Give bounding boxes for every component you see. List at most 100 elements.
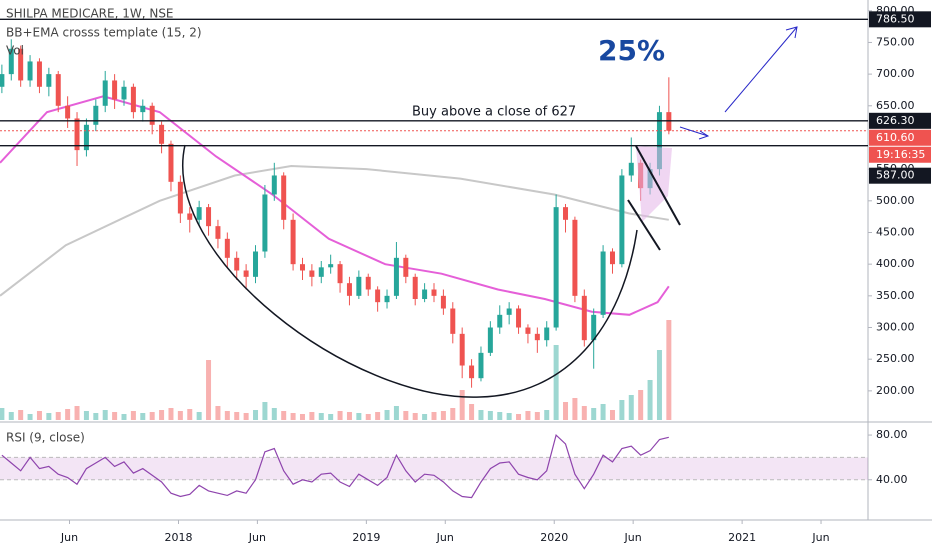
candle-body <box>431 289 437 296</box>
candle-body <box>553 207 559 328</box>
level-label: 786.50 <box>876 12 915 25</box>
volume-bar <box>337 411 343 420</box>
target-arrow <box>724 26 798 113</box>
candle-body <box>337 264 343 284</box>
level-label-box <box>869 167 931 184</box>
candle-body <box>356 276 362 296</box>
volume-bar <box>478 410 484 420</box>
volume-bar <box>525 411 531 420</box>
y-tick-label: 350.00 <box>876 289 915 302</box>
volume-bar <box>299 414 305 420</box>
volume-bar <box>243 413 249 420</box>
volume-bar <box>234 412 240 420</box>
volume-bar <box>375 412 381 420</box>
volume-bar <box>93 413 99 420</box>
level-label-box <box>869 129 931 146</box>
volume-bar <box>74 406 80 420</box>
candle-body <box>422 289 428 300</box>
x-tick-label: 2019 <box>352 531 380 544</box>
candle-body <box>365 276 371 290</box>
volume-bar <box>168 408 174 420</box>
x-tick-label: 2020 <box>540 531 568 544</box>
candle-body <box>516 308 522 328</box>
level-label: 610.60 <box>876 131 915 144</box>
volume-bar <box>149 412 155 420</box>
chart-title: SHILPA MEDICARE, 1W, NSE <box>6 7 174 21</box>
volume-bar <box>506 413 512 420</box>
candle-body <box>581 295 587 341</box>
candle-body <box>55 74 61 106</box>
candle-body <box>506 308 512 315</box>
volume-bar <box>177 411 183 420</box>
candle-body <box>18 48 24 81</box>
y-tick-label: 500.00 <box>876 194 915 207</box>
ema-line <box>0 95 670 316</box>
volume-bar <box>121 414 127 420</box>
candle-body <box>403 257 409 277</box>
candle-body <box>215 226 221 239</box>
countdown: 19:16:35 <box>876 148 925 161</box>
level-label-box <box>869 11 931 28</box>
candle-body <box>243 270 249 277</box>
x-tick-label: Jun <box>436 531 454 544</box>
y-tick-label: 400.00 <box>876 257 915 270</box>
candle-body <box>412 276 418 300</box>
y-tick-label: 650.00 <box>876 99 915 112</box>
level-label-box <box>869 112 931 129</box>
volume-bar <box>140 413 146 420</box>
candle-body <box>619 175 625 265</box>
candle-body <box>8 48 14 75</box>
countdown-box <box>869 146 931 163</box>
volume-bar <box>553 345 559 420</box>
candle-body <box>628 162 634 176</box>
candle-body <box>224 238 230 258</box>
candle-body <box>27 61 33 81</box>
x-tick-label: Jun <box>811 531 829 544</box>
sma-line <box>0 164 669 297</box>
volume-bar <box>318 413 324 420</box>
volume-bar <box>27 414 33 420</box>
rsi-label: RSI (9, close) <box>6 431 85 445</box>
candle-body <box>534 333 540 341</box>
candle-body <box>46 74 52 87</box>
y-tick-label: 700.00 <box>876 67 915 80</box>
arrow-head <box>785 26 798 39</box>
flag-line <box>635 145 681 226</box>
volume-bar <box>65 409 71 420</box>
volume-label: Vol <box>6 44 24 58</box>
candle-body <box>346 283 352 296</box>
flag-line <box>627 199 661 251</box>
volume-bar <box>516 414 522 420</box>
rsi-tick-label: 40.00 <box>876 473 908 486</box>
volume-bar <box>609 410 615 420</box>
volume-bar <box>422 414 428 420</box>
volume-bar <box>440 411 446 420</box>
candle-body <box>253 251 259 277</box>
volume-bar <box>55 412 61 420</box>
candle-body <box>393 257 399 296</box>
candle-body <box>487 327 493 353</box>
cup-curve <box>182 144 638 398</box>
candle-body <box>262 194 268 252</box>
candle-body <box>187 213 193 220</box>
candle-body <box>65 105 71 119</box>
candle-body <box>290 219 296 265</box>
candle-body <box>0 74 5 87</box>
volume-bar <box>365 414 371 420</box>
candle-body <box>206 207 212 227</box>
candle-body <box>478 352 484 379</box>
volume-bar <box>619 400 625 420</box>
volume-bar <box>262 402 268 420</box>
volume-bar <box>281 411 287 420</box>
candle-body <box>36 61 42 87</box>
volume-bar <box>393 406 399 420</box>
candle-body <box>112 80 118 100</box>
y-tick-label: 750.00 <box>876 35 915 48</box>
candle-body <box>591 314 597 341</box>
candle-body <box>168 143 174 182</box>
candle-body <box>140 105 146 113</box>
volume-bar <box>112 412 118 420</box>
volume-bar <box>215 406 221 420</box>
y-tick-label: 300.00 <box>876 321 915 334</box>
candle-body <box>149 105 155 125</box>
